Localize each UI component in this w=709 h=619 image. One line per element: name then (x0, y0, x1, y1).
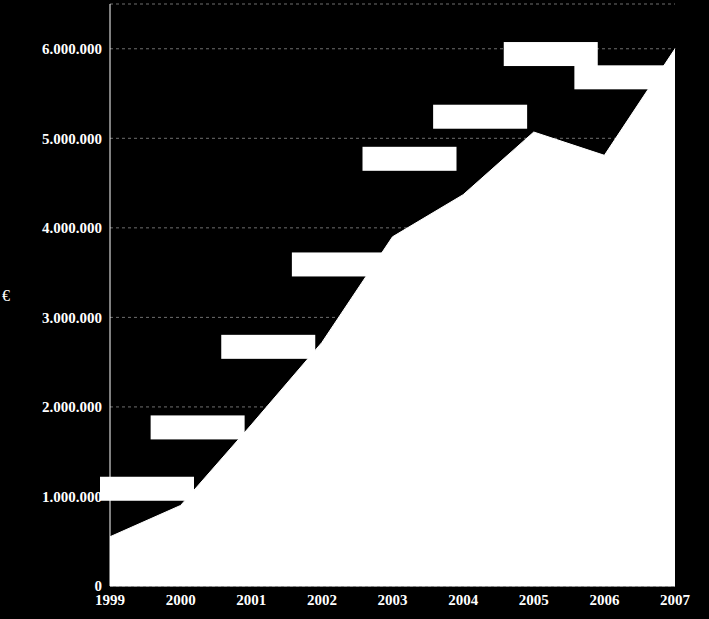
svg-text:2003: 2003 (378, 592, 408, 608)
svg-text:2.000.000: 2.000.000 (42, 399, 102, 415)
svg-text:2006: 2006 (589, 592, 620, 608)
svg-text:0: 0 (95, 578, 103, 594)
svg-text:4.000.000: 4.000.000 (42, 220, 102, 236)
svg-text:2001: 2001 (236, 592, 266, 608)
svg-text:1999: 1999 (95, 591, 125, 608)
svg-text:2000: 2000 (166, 592, 196, 608)
svg-text:3.000.000: 3.000.000 (42, 310, 102, 326)
svg-text:2005: 2005 (519, 592, 549, 608)
svg-text:5.000.000: 5.000.000 (42, 131, 102, 147)
svg-text:2002: 2002 (307, 592, 337, 608)
svg-text:€: € (8, 287, 10, 304)
svg-text:2004: 2004 (448, 592, 479, 608)
svg-text:1.000.000: 1.000.000 (42, 489, 102, 505)
svg-text:2007: 2007 (660, 592, 691, 608)
svg-text:6.000.000: 6.000.000 (42, 41, 102, 57)
